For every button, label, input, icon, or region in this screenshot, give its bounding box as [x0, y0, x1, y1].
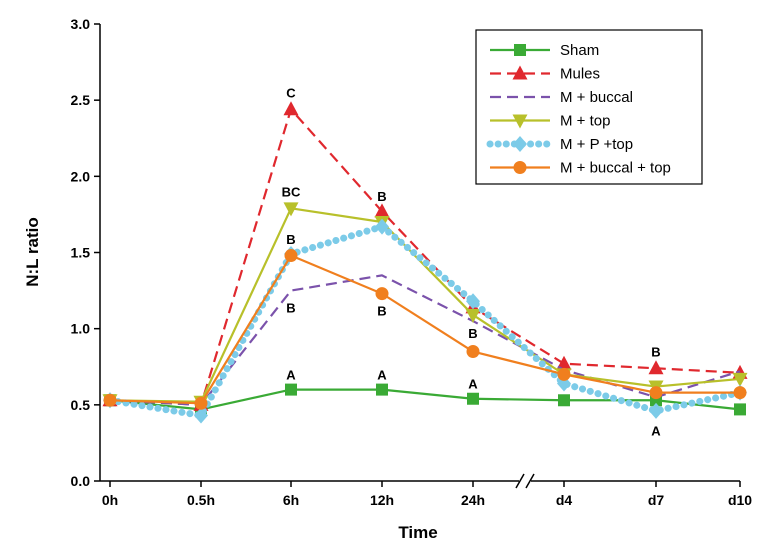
legend-label: M + buccal + top [560, 160, 671, 177]
series-m-top [102, 202, 748, 410]
data-point [733, 386, 747, 400]
significance-letter: B [651, 345, 660, 360]
y-axis-title: N:L ratio [23, 217, 42, 287]
data-point [466, 293, 480, 310]
significance-letter: B [377, 303, 386, 318]
x-axis-title: Time [398, 523, 437, 542]
data-point [376, 383, 388, 396]
x-tick-label: d4 [556, 492, 573, 508]
legend-label: M + buccal [560, 89, 633, 106]
data-point [283, 101, 299, 116]
significance-letter: B [468, 326, 477, 341]
data-point [194, 407, 208, 424]
x-tick-label: 24h [461, 492, 485, 508]
legend-item: M + buccal + top [490, 160, 671, 177]
x-tick-label: d7 [648, 492, 665, 508]
axis-break-mark [515, 473, 525, 489]
significance-letter: B [286, 232, 295, 247]
significance-letter: A [286, 367, 296, 382]
annotation-layer: C BC B B A B B A B A B A [282, 86, 662, 439]
series-line [109, 254, 740, 405]
data-point [734, 403, 746, 416]
axis-break-mark [525, 473, 535, 489]
x-tick-label: 12h [370, 492, 394, 508]
data-point [285, 383, 297, 396]
data-point [649, 386, 663, 400]
series-m-buccal-top [103, 249, 747, 410]
legend-label: Sham [560, 42, 599, 59]
legend-label: M + top [560, 113, 610, 130]
data-point [103, 393, 117, 407]
data-point [467, 392, 479, 405]
data-point [375, 287, 389, 301]
data-point [194, 396, 208, 410]
significance-letter: B [286, 300, 295, 315]
y-tick-label: 0.0 [71, 473, 91, 489]
y-tick-label: 3.0 [71, 16, 91, 32]
y-tick-label: 1.5 [71, 245, 91, 261]
data-point [732, 372, 748, 387]
legend-item: M + P +top [486, 136, 633, 153]
legend-swatch-marker [512, 114, 528, 129]
data-point [465, 308, 481, 323]
series-line [106, 223, 744, 419]
y-tick-label: 2.5 [71, 92, 91, 108]
data-point [283, 202, 299, 217]
legend: Sham Mules M + buccal M + top M + P +top M + … [475, 29, 703, 185]
data-point [284, 249, 298, 263]
series-line [109, 388, 741, 411]
axes: 0.0 0.5 1.0 1.5 2.0 2.5 3.0 0h 0.5h 6h 12h 24h d4 d7 d… [23, 16, 752, 542]
legend-item: Sham [490, 42, 599, 59]
legend-swatch-marker [513, 161, 527, 174]
significance-letter: C [286, 86, 296, 101]
significance-letter: A [651, 424, 661, 439]
data-point [648, 360, 664, 375]
legend-label: Mules [560, 66, 600, 83]
y-tick-label: 1.0 [71, 321, 91, 337]
series-line [109, 207, 741, 403]
legend-item: Mules [490, 65, 600, 83]
data-point [374, 203, 390, 218]
legend-box [475, 29, 703, 185]
legend-item: M + top [490, 113, 610, 130]
data-point [466, 345, 480, 359]
significance-letter: A [377, 367, 387, 382]
significance-letter: BC [282, 185, 301, 200]
legend-swatch-marker [512, 65, 528, 80]
data-point [558, 394, 570, 407]
x-tick-label: 6h [283, 492, 299, 508]
legend-swatch-marker [514, 44, 526, 56]
series-line [109, 274, 741, 406]
significance-letter: A [468, 377, 478, 392]
y-tick-label: 0.5 [71, 397, 91, 413]
data-point [375, 218, 389, 235]
x-tick-label: d10 [728, 492, 752, 508]
legend-label: M + P +top [560, 136, 633, 153]
significance-letter: B [377, 189, 386, 204]
x-tick-label: 0.5h [187, 492, 215, 508]
series-layer [102, 101, 748, 424]
y-tick-label: 2.0 [71, 168, 91, 184]
legend-item: M + buccal [490, 89, 633, 106]
data-point [556, 355, 572, 370]
legend-swatch-marker [513, 136, 527, 152]
series-line [109, 108, 741, 406]
data-point [649, 402, 663, 419]
data-point [557, 367, 571, 381]
x-tick-label: 0h [102, 492, 118, 508]
